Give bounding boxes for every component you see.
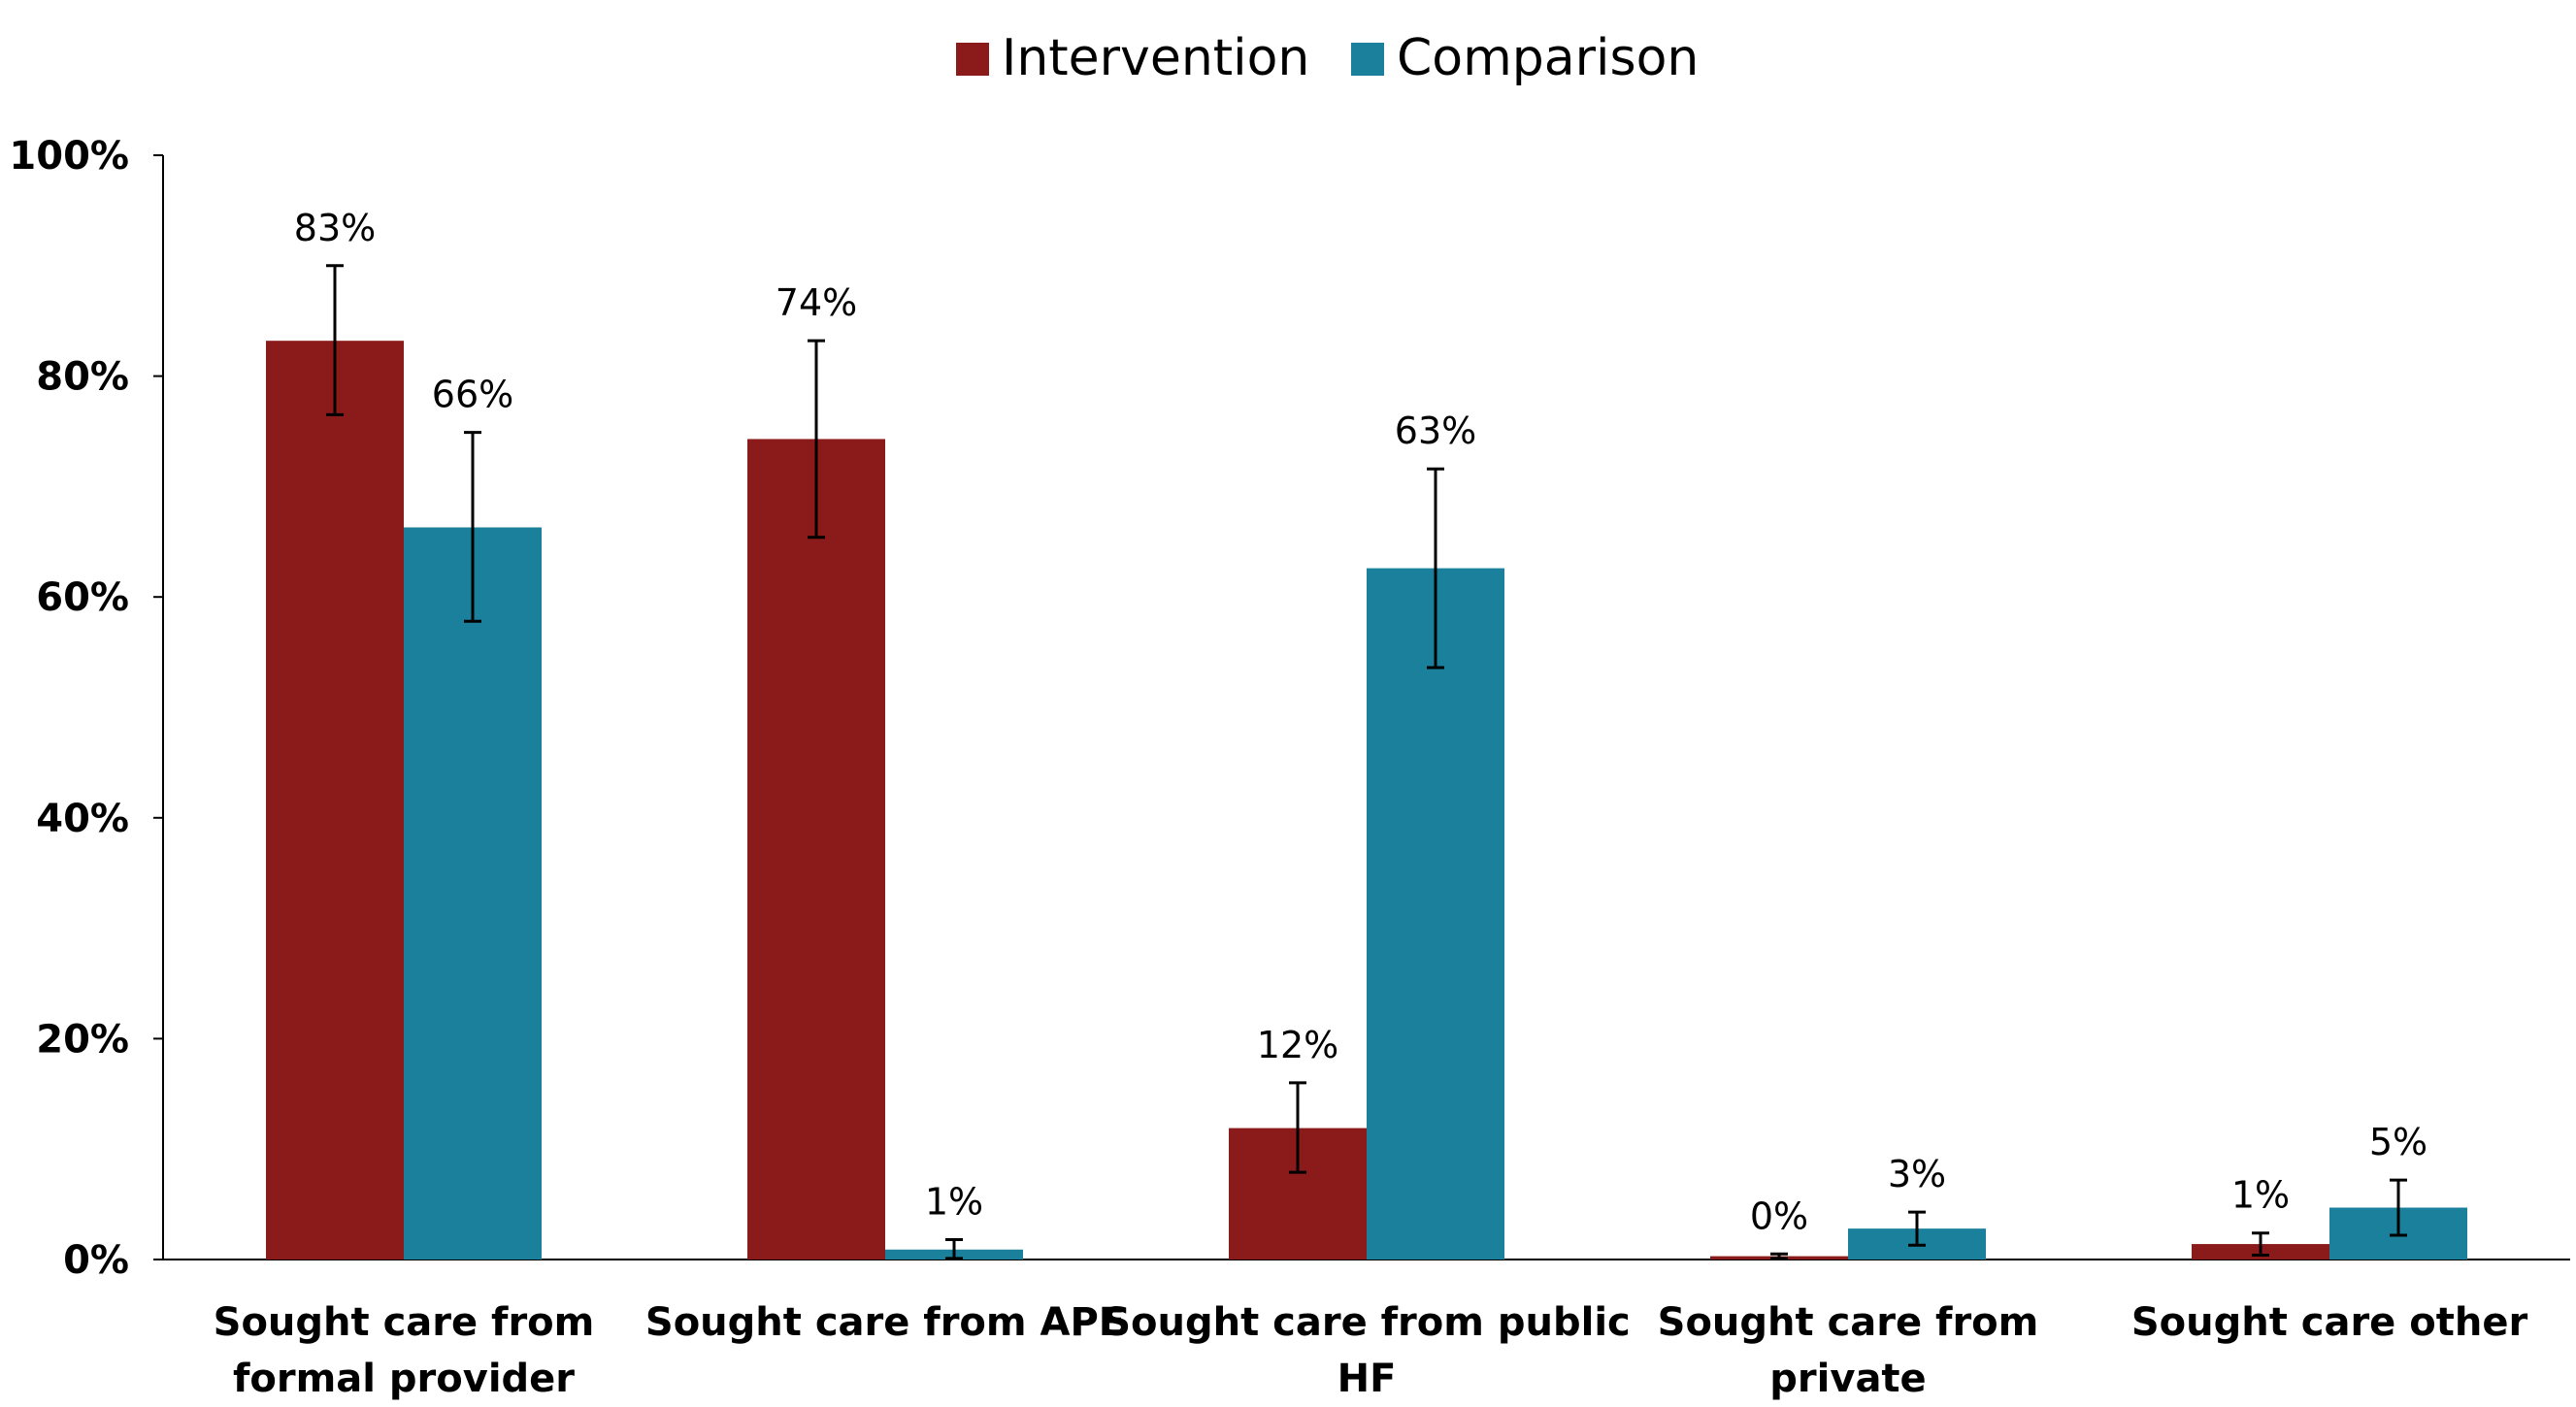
legend-swatch-intervention (956, 43, 989, 76)
legend-label-comparison: Comparison (1397, 29, 1699, 87)
legend-swatch-comparison (1351, 43, 1384, 76)
y-tick-label: 40% (36, 797, 129, 841)
category-label: private (1769, 1357, 1926, 1401)
data-label: 12% (1257, 1024, 1338, 1066)
data-label: 1% (2231, 1174, 2290, 1217)
category-label: Sought care from APE (645, 1300, 1125, 1345)
data-label: 74% (776, 281, 857, 324)
y-axis: 0% 20% 40% 60% 80% 100% (9, 134, 164, 1283)
category-label: Sought care other (2131, 1300, 2528, 1345)
category-label: Sought care from (1658, 1300, 2039, 1345)
bar-intervention (266, 341, 404, 1260)
y-tick-label: 80% (36, 355, 129, 400)
data-label: 63% (1395, 409, 1476, 452)
data-label: 1% (925, 1181, 983, 1224)
bars: 83% 66% 74% 1% 12% 63% 0% 3% 1% 5% (266, 207, 2467, 1260)
y-tick-label: 0% (63, 1238, 129, 1283)
bar-comparison (404, 527, 542, 1260)
bar-intervention (747, 439, 885, 1260)
legend: Intervention Comparison (956, 29, 1699, 87)
data-label: 5% (2369, 1121, 2427, 1163)
y-tick-label: 60% (36, 575, 129, 620)
data-label: 0% (1750, 1194, 1808, 1237)
category-label: Sought care from public (1103, 1300, 1631, 1345)
data-label: 83% (294, 207, 376, 249)
data-label: 66% (432, 374, 513, 416)
legend-label-intervention: Intervention (1002, 29, 1309, 87)
y-tick-label: 100% (9, 134, 129, 179)
y-tick-label: 20% (36, 1017, 129, 1062)
category-label: formal provider (233, 1357, 575, 1401)
data-label: 3% (1888, 1153, 1946, 1195)
category-label: Sought care from (214, 1300, 595, 1345)
bar-comparison (1367, 568, 1504, 1260)
category-label: HF (1338, 1357, 1397, 1401)
